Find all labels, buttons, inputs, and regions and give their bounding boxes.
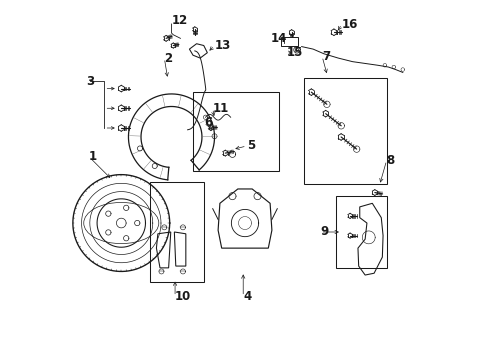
Text: 12: 12 xyxy=(172,14,188,27)
Bar xyxy=(281,37,298,45)
Text: 6: 6 xyxy=(204,116,212,129)
Text: 1: 1 xyxy=(89,150,97,163)
Text: 4: 4 xyxy=(243,290,251,303)
Bar xyxy=(193,92,279,171)
Text: 16: 16 xyxy=(342,18,358,31)
Text: 3: 3 xyxy=(87,75,95,88)
Text: 2: 2 xyxy=(164,51,172,64)
Text: 8: 8 xyxy=(387,154,395,167)
Text: 11: 11 xyxy=(213,102,229,115)
Text: 7: 7 xyxy=(322,50,330,63)
Bar xyxy=(150,182,204,282)
Text: 5: 5 xyxy=(247,139,255,152)
Text: 9: 9 xyxy=(320,225,329,238)
Bar xyxy=(337,196,387,268)
Text: 13: 13 xyxy=(215,39,231,52)
Text: 15: 15 xyxy=(286,46,303,59)
Text: 14: 14 xyxy=(271,32,287,45)
Bar xyxy=(304,78,387,184)
Text: 10: 10 xyxy=(175,290,191,303)
